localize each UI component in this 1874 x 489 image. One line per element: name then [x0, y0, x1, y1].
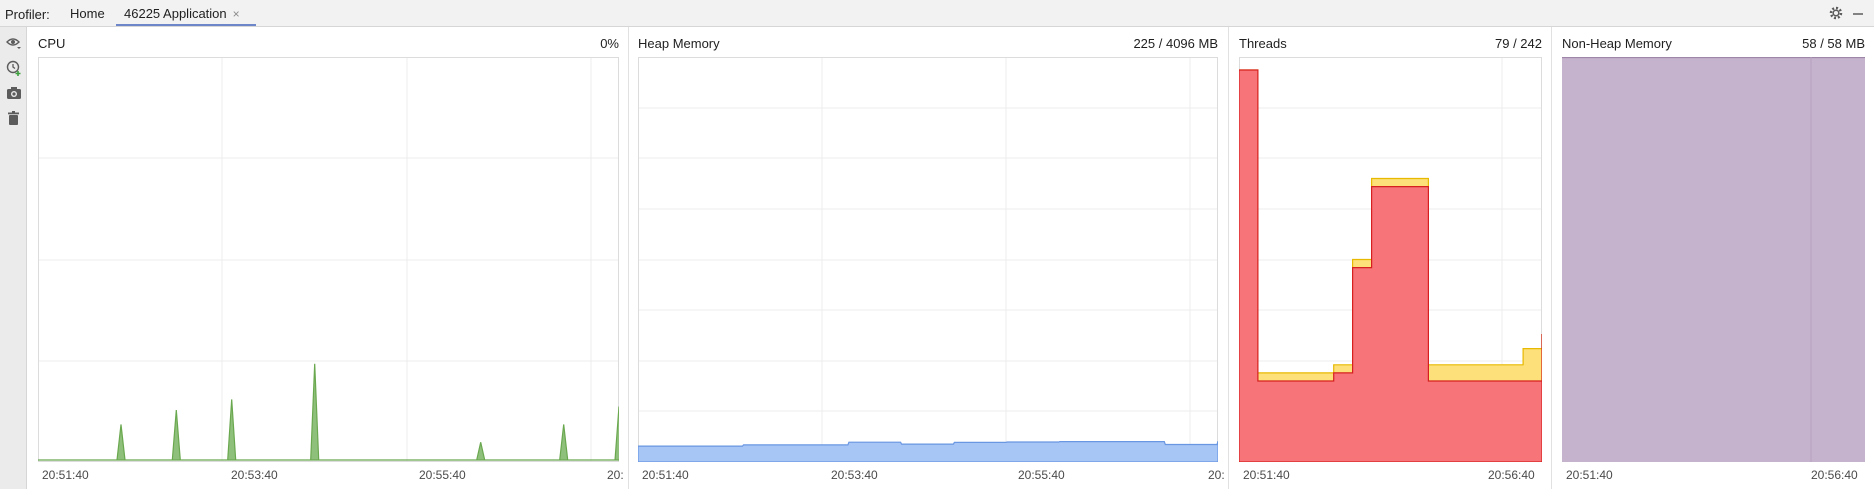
- nonheap-title: Non-Heap Memory: [1562, 36, 1672, 51]
- heap-value: 225 / 4096 MB: [1133, 36, 1218, 51]
- threads-x-tick: 20:51:40: [1243, 468, 1290, 482]
- panel-divider: [628, 27, 629, 489]
- heap-panel: Heap Memory 225 / 4096 MB 20:51:40 20:53…: [638, 27, 1225, 489]
- heap-series-area: [638, 441, 1218, 462]
- nonheap-chart[interactable]: [1562, 57, 1865, 462]
- cpu-series-area: [38, 363, 619, 461]
- cpu-title: CPU: [38, 36, 66, 51]
- cpu-x-tick: 20:51:40: [42, 468, 89, 482]
- cpu-panel: CPU 0% 20:51:40 20:53:40 20:55:40 20:: [38, 27, 624, 489]
- chart-border: [38, 57, 619, 462]
- heap-chart[interactable]: [638, 57, 1218, 462]
- trash-icon[interactable]: [5, 109, 23, 127]
- threads-panel: Threads 79 / 242 20:51:40 20:56:40: [1239, 27, 1542, 489]
- panel-divider: [1228, 27, 1229, 489]
- minimize-icon[interactable]: [1850, 5, 1866, 21]
- threads-chart[interactable]: [1239, 57, 1542, 462]
- tab-home[interactable]: Home: [62, 0, 113, 26]
- profiler-label: Profiler:: [5, 7, 50, 22]
- heap-x-tick: 20:51:40: [642, 468, 689, 482]
- tab-application-label: 46225 Application: [124, 6, 227, 21]
- nonheap-x-tick: 20:56:40: [1811, 468, 1858, 482]
- threads-value: 79 / 242: [1495, 36, 1542, 51]
- gear-icon[interactable]: [1828, 5, 1844, 21]
- threads-title: Threads: [1239, 36, 1287, 51]
- cpu-chart[interactable]: [38, 57, 619, 462]
- tab-home-label: Home: [70, 6, 105, 21]
- nonheap-x-tick: 20:51:40: [1566, 468, 1613, 482]
- threads-x-tick: 20:56:40: [1488, 468, 1535, 482]
- heap-x-tick: 20:: [1208, 468, 1225, 482]
- camera-icon[interactable]: [5, 84, 23, 102]
- cpu-x-tick: 20:53:40: [231, 468, 278, 482]
- clock-add-icon[interactable]: [5, 59, 23, 77]
- nonheap-panel: Non-Heap Memory 58 / 58 MB 20:51:40 20:5…: [1562, 27, 1865, 489]
- heap-title: Heap Memory: [638, 36, 720, 51]
- cpu-value: 0%: [600, 36, 619, 51]
- profiler-toolstrip: [0, 27, 27, 489]
- nonheap-series-area: [1562, 57, 1865, 462]
- heap-x-tick: 20:55:40: [1018, 468, 1065, 482]
- heap-x-tick: 20:53:40: [831, 468, 878, 482]
- eye-icon[interactable]: [5, 34, 23, 52]
- nonheap-value: 58 / 58 MB: [1802, 36, 1865, 51]
- threads-live-area: [1239, 69, 1542, 462]
- tab-application[interactable]: 46225 Application ×: [116, 0, 256, 26]
- panel-divider: [1551, 27, 1552, 489]
- cpu-x-tick: 20:: [607, 468, 624, 482]
- profiler-topbar: Profiler: Home 46225 Application ×: [0, 0, 1874, 27]
- close-tab-icon[interactable]: ×: [232, 7, 240, 21]
- cpu-x-tick: 20:55:40: [419, 468, 466, 482]
